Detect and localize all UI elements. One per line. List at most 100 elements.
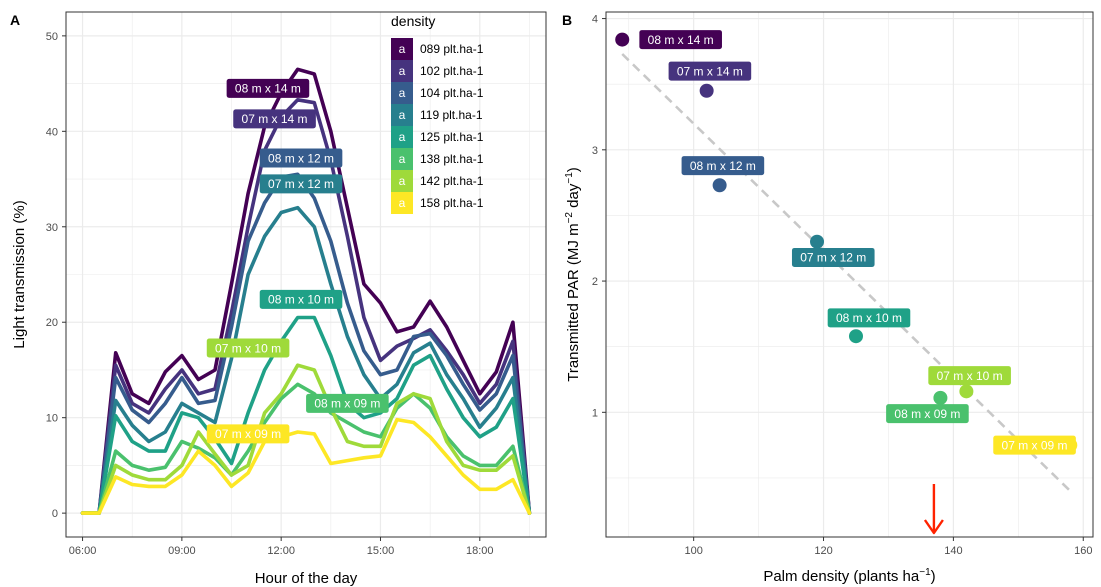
series-line-5: [80, 382, 532, 515]
panel-a-series-labels: 08 m x 14 m 07 m x 14 m 08 m x 12 m 07 m x …: [206, 78, 389, 444]
legend-key-glyph: a: [399, 174, 406, 188]
series-label-5: 08 m x 09 m: [306, 393, 389, 413]
point-label-0-box: [639, 30, 722, 50]
legend-entry-3: 119 plt.ha-1: [420, 108, 483, 122]
panel-b-grid: [606, 12, 1093, 537]
point-label-2: 08 m x 12 m: [681, 156, 765, 176]
legend-key-3: [391, 104, 413, 126]
series-label-0: 08 m x 14 m: [226, 78, 310, 98]
series-label-7-box: [206, 424, 290, 444]
y-tick-label: 30: [46, 222, 58, 234]
point-label-6-box: [928, 366, 1011, 386]
legend-key-2: [391, 82, 413, 104]
x-tick-label: 100: [684, 545, 702, 557]
y-tick-label: 2: [592, 276, 598, 288]
panel-b-point-labels: 08 m x 14 m 07 m x 14 m 08 m x 12 m 07 m x …: [639, 30, 1076, 455]
legend-key-glyph: a: [399, 196, 406, 210]
point-label-4-box: [827, 308, 911, 328]
legend-key-4: [391, 126, 413, 148]
series-line-0: [80, 67, 532, 515]
point-3: [810, 234, 825, 249]
series-label-7-text: 07 m x 09 m: [215, 427, 281, 441]
legend-key-0: [391, 38, 413, 60]
x-tick-label: 12:00: [267, 545, 295, 557]
panel-b-y-axis-label: Transmitted PAR (MJ m−2 day−1): [564, 167, 582, 382]
series-label-2: 08 m x 12 m: [259, 148, 343, 168]
point-label-1-box: [668, 61, 752, 81]
x-tick-label: 15:00: [367, 545, 395, 557]
legend-entry-7: 158 plt.ha-1: [420, 196, 484, 210]
legend-key-1: [391, 60, 413, 82]
series-label-7: 07 m x 09 m: [206, 424, 290, 444]
y-tick-label: 0: [52, 508, 58, 520]
legend-key-glyph: a: [399, 130, 406, 144]
panel-b-border: [605, 11, 1094, 538]
point-label-0-text: 08 m x 14 m: [648, 33, 714, 47]
series-label-2-box: [259, 148, 343, 168]
legend-key-glyph: a: [399, 108, 406, 122]
series-line-1: [80, 98, 532, 515]
series-label-6-box: [206, 338, 290, 358]
x-tick-label: 09:00: [168, 545, 196, 557]
point-label-2-text: 08 m x 12 m: [690, 159, 756, 173]
point-label-7-text: 07 m x 09 m: [1002, 438, 1068, 452]
series-label-3-text: 07 m x 12 m: [268, 177, 334, 191]
series-label-3-box: [259, 174, 343, 194]
point-label-3-text: 07 m x 12 m: [800, 251, 866, 265]
series-label-1-text: 07 m x 14 m: [242, 112, 308, 126]
point-4: [848, 329, 863, 344]
panel-b-tick-labels: 100 120 140 160 1 2 3 4: [592, 14, 1093, 557]
y-tick-label: 1: [592, 407, 598, 419]
series-label-3: 07 m x 12 m: [259, 174, 343, 194]
series-label-6-text: 07 m x 10 m: [215, 341, 281, 355]
x-tick-label: 140: [944, 545, 962, 557]
series-line-3: [80, 205, 532, 515]
arrow-head: [923, 519, 944, 535]
point-5: [933, 390, 948, 405]
panel-a-grid: [66, 12, 546, 537]
legend-entry-0: 089 plt.ha-1: [420, 42, 484, 56]
point-0: [615, 32, 630, 47]
legend-entry-6: 142 plt.ha-1: [420, 174, 484, 188]
point-6: [959, 384, 974, 399]
panel-a-y-axis-label: Light transmission (%): [11, 200, 28, 348]
point-label-7: 07 m x 09 m: [993, 435, 1076, 455]
legend-key-glyph: a: [399, 86, 406, 100]
point-label-6-text: 07 m x 10 m: [937, 369, 1003, 383]
panel-b-scatter-chart: 08 m x 14 m 07 m x 14 m 08 m x 12 m 07 m x …: [564, 11, 1094, 585]
y-tick-label: 3: [592, 145, 598, 157]
point-label-5-text: 08 m x 09 m: [894, 407, 960, 421]
point-label-2-box: [681, 156, 765, 176]
panel-b-x-axis-label: Palm density (plants ha−1): [763, 567, 935, 585]
x-tick-label: 18:00: [466, 545, 494, 557]
series-label-6: 07 m x 10 m: [206, 338, 290, 358]
legend-title: density: [391, 13, 435, 29]
series-label-1: 07 m x 14 m: [233, 109, 316, 129]
legend-entry-4: 125 plt.ha-1: [420, 130, 484, 144]
series-label-4-text: 08 m x 10 m: [268, 293, 334, 307]
point-1: [699, 83, 714, 98]
series-label-4-box: [259, 289, 343, 309]
panel-a-line-chart: 08 m x 14 m 07 m x 14 m 08 m x 12 m 07 m x …: [11, 11, 547, 587]
series-line-7: [80, 417, 532, 515]
panel-letter-b: B: [562, 12, 572, 28]
y-tick-label: 50: [46, 31, 58, 43]
point-label-4: 08 m x 10 m: [827, 308, 911, 328]
panel-a-border: [65, 11, 547, 538]
legend-key-glyph: a: [399, 42, 406, 56]
density-legend: density a 089 plt.ha-1 a 102 plt.ha-1 a 104 p…: [391, 13, 484, 214]
series-label-4: 08 m x 10 m: [259, 289, 343, 309]
point-label-7-box: [993, 435, 1076, 455]
x-tick-label: 160: [1074, 545, 1092, 557]
legend-key-7: [391, 192, 413, 214]
point-label-0: 08 m x 14 m: [639, 30, 722, 50]
legend-entry-2: 104 plt.ha-1: [420, 86, 484, 100]
point-label-5-box: [886, 404, 969, 424]
series-label-5-text: 08 m x 09 m: [314, 397, 380, 411]
panel-a-tick-labels: 06:00 09:00 12:00 15:00 18:00 0 10 20 30 40 50: [46, 31, 494, 557]
legend-entry-1: 102 plt.ha-1: [420, 64, 484, 78]
point-label-3: 07 m x 12 m: [791, 247, 875, 267]
point-label-5: 08 m x 09 m: [886, 404, 969, 424]
y-tick-label: 40: [46, 126, 58, 138]
legend-key-glyph: a: [399, 152, 406, 166]
